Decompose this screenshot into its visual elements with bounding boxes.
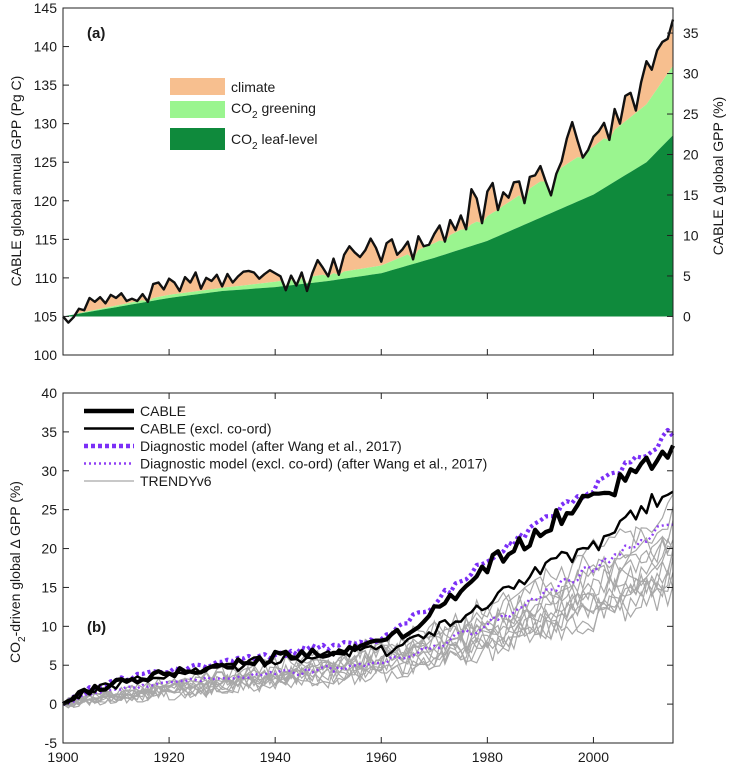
legend-label-cable-excl-coord: CABLE (excl. co-ord)	[140, 421, 271, 437]
panel-b-y-tick-label: 15	[41, 579, 57, 595]
panel-b: -5 0 5 10 15 20 25 30 35 40 1900 1920 1940 1960 1980 2…	[7, 385, 675, 765]
panel-b-x-tick-label: 1960	[366, 749, 397, 763]
panel-b-y-tick-label: 30	[41, 463, 57, 479]
panel-b-y-tick-label: 5	[49, 657, 57, 673]
panel-a-right-tick-label: 15	[683, 187, 699, 203]
panel-a-left-tick-label: 115	[35, 231, 58, 247]
trendy-model-line	[62, 545, 674, 708]
panel-a-right-tick-label: 30	[683, 66, 699, 82]
panel-a-right-tick-label: 20	[683, 147, 699, 163]
panel-a-x-ticks	[62, 349, 594, 355]
panel-a-right-tick-label: 35	[683, 25, 699, 41]
panel-b-x-tick-label: 2000	[578, 749, 609, 763]
legend-label-greening: CO2 greening	[231, 100, 316, 121]
legend-label-climate: climate	[231, 79, 276, 95]
panel-a-right-tick-label: 10	[683, 227, 699, 243]
legend-label-trendyv6: TRENDYv6	[140, 473, 212, 489]
panel-b-x-tick-label: 1940	[260, 749, 291, 763]
co2-leaf-level-area	[63, 135, 673, 317]
panel-a-lines	[62, 19, 675, 324]
diagnostic-model-excl-coord-line	[62, 523, 674, 706]
panel-b-y-tick-label: 35	[41, 424, 57, 440]
panel-b-y-axis: -5 0 5 10 15 20 25 30 35 40	[41, 385, 673, 751]
panel-b-y-tick-label: 25	[41, 502, 57, 518]
panel-a-left-tick-label: 100	[34, 347, 58, 363]
trendy-model-line	[62, 556, 674, 706]
panel-b-x-tick-label: 1900	[47, 749, 78, 763]
legend-label-diagnostic-model-excl-coord: Diagnostic model (excl. co-ord) (after W…	[140, 456, 487, 472]
panel-a-left-tick-label: 130	[34, 116, 58, 132]
panel-a-right-axis: 0 5 10 15 20 25 30 35	[667, 25, 699, 324]
panel-b-x-tick-label: 1920	[154, 749, 185, 763]
legend-label-cable: CABLE	[140, 403, 186, 419]
cable-excl-coord-line	[62, 490, 674, 706]
climate-area	[63, 19, 673, 317]
legend-label-diagnostic-model: Diagnostic model (after Wang et al., 201…	[140, 438, 402, 454]
panel-b-x-axis: 1900 1920 1940 1960 1980 2000	[47, 393, 609, 765]
panel-a-y-axis-label: CABLE global annual GPP (Pg C)	[8, 76, 24, 287]
panel-a-frame	[62, 7, 674, 356]
panel-b-y-tick-label: -5	[45, 735, 58, 751]
trendy-model-line	[62, 535, 674, 705]
panel-a-left-tick-label: 140	[34, 39, 58, 55]
panel-a-stacked-areas	[63, 19, 673, 317]
legend-label-leaf-level: CO2 leaf-level	[231, 131, 317, 152]
panel-a-left-tick-label: 145	[34, 0, 58, 16]
legend-swatch-climate	[170, 78, 225, 95]
panel-b-y-tick-label: 0	[49, 696, 57, 712]
panel-a-left-tick-label: 105	[34, 308, 58, 324]
panel-b-y-tick-label: 20	[41, 541, 57, 557]
legend-swatch-greening	[170, 101, 225, 118]
legend-swatch-leaf-level	[170, 128, 225, 150]
panel-a-left-tick-label: 120	[34, 193, 58, 209]
panel-a-right-tick-label: 25	[683, 106, 699, 122]
panel-a-right-tick-label: 0	[683, 308, 691, 324]
panel-b-series-lines	[61, 427, 675, 709]
panel-b-x-tick-label: 1980	[472, 749, 503, 763]
panel-b-y-tick-label: 40	[41, 385, 57, 401]
panel-a-right-y-axis-label: CABLE Δ global GPP (%)	[710, 97, 726, 256]
panel-a-left-tick-label: 135	[34, 77, 58, 93]
panel-a-right-tick-label: 5	[683, 268, 691, 284]
cable-line	[61, 444, 675, 706]
panel-a-legend: climate CO2 greening CO2 leaf-level	[170, 78, 317, 152]
panel-b-y-axis-label: CO2-driven global Δ GPP (%)	[7, 481, 28, 663]
total-gpp-line	[62, 19, 675, 324]
panel-b-y-tick-label: 10	[41, 618, 57, 634]
panel-b-label: (b)	[87, 619, 106, 636]
panel-a-label: (a)	[87, 25, 105, 42]
panel-a: 100 105 110 115 120 125 130 135 140 145 0 5 10 15 20 2…	[8, 0, 726, 363]
panel-a-left-tick-label: 125	[34, 154, 58, 170]
trendy-model-line	[62, 584, 674, 707]
panel-a-left-axis: 100 105 110 115 120 125 130 135 140 145	[34, 0, 69, 363]
panel-a-left-tick-label: 110	[35, 270, 58, 286]
panel-b-frame	[62, 392, 674, 744]
